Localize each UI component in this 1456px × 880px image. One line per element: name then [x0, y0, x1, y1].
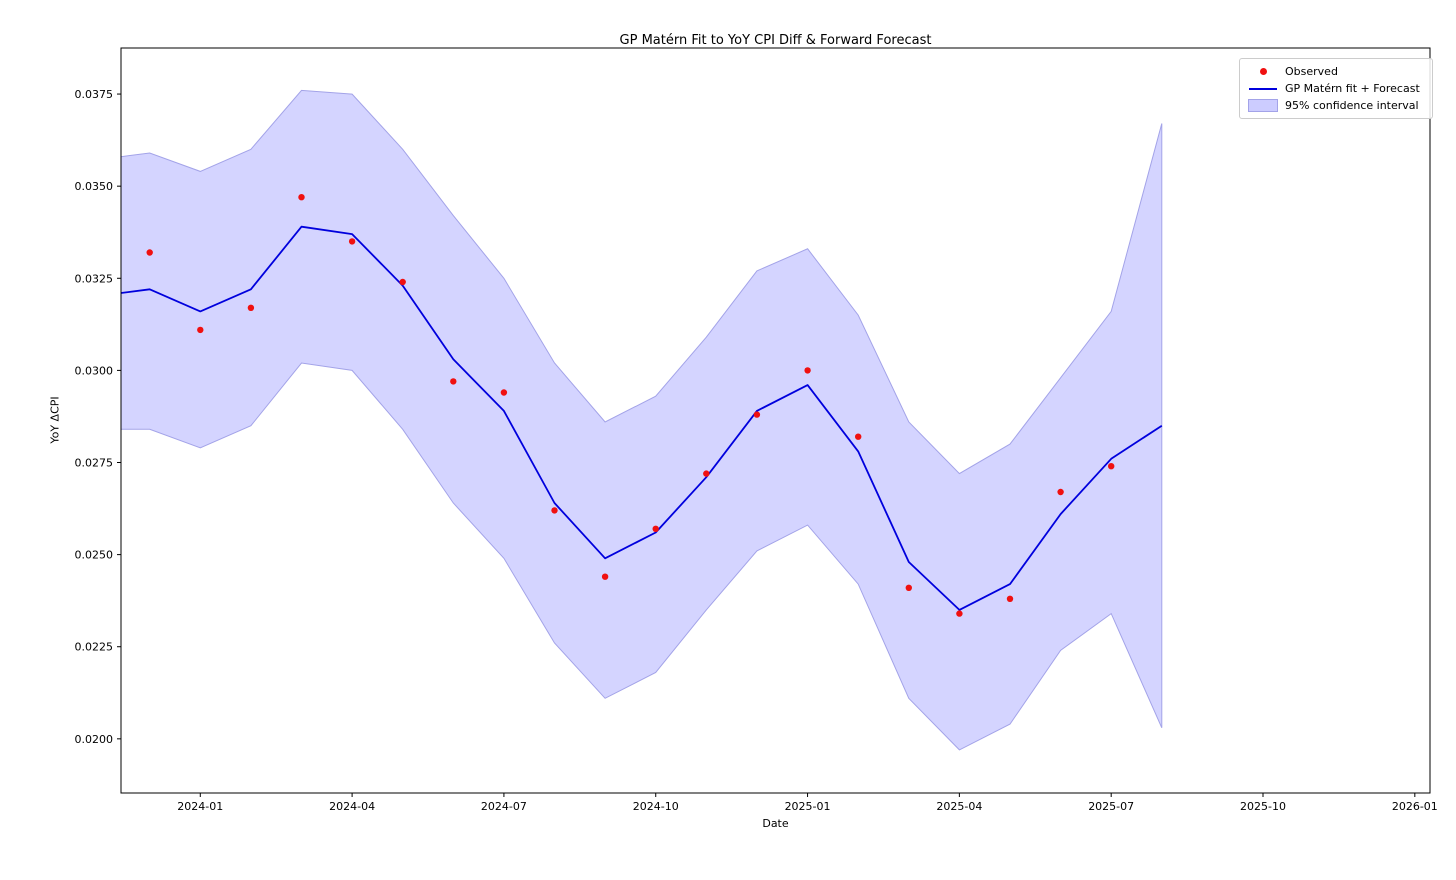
y-tick-label: 0.0375 — [75, 88, 114, 101]
x-tick-label: 2025-01 — [785, 800, 831, 813]
chart-title: GP Matérn Fit to YoY CPI Diff & Forward … — [619, 33, 932, 48]
observed-point — [855, 433, 862, 440]
y-tick-label: 0.0275 — [75, 457, 114, 470]
axes-spines — [120, 47, 1431, 794]
legend: Observed GP Matérn fit + Forecast 95% co… — [1239, 58, 1433, 119]
observed-point — [399, 278, 406, 286]
y-tick-label: 0.0225 — [75, 641, 114, 654]
legend-label-ci: 95% confidence interval — [1285, 99, 1419, 112]
x-tick-label: 2025-07 — [1088, 800, 1134, 813]
observed-point — [1006, 595, 1014, 602]
observed-point — [298, 194, 305, 201]
observed-point — [500, 389, 508, 396]
observed-point — [905, 584, 912, 591]
observed-point — [753, 411, 761, 418]
y-tick-label: 0.0350 — [75, 180, 114, 193]
legend-label-fit: GP Matérn fit + Forecast — [1285, 82, 1420, 95]
y-tick-label: 0.0250 — [75, 549, 114, 562]
observed-point — [247, 304, 255, 311]
x-tick-label: 2024-10 — [633, 800, 679, 813]
observed-point — [146, 249, 153, 256]
legend-item-fit: GP Matérn fit + Forecast — [1247, 80, 1425, 97]
observed-dot-icon — [1247, 68, 1279, 75]
y-tick-label: 0.0325 — [75, 272, 114, 285]
y-tick-label: 0.0200 — [75, 733, 114, 746]
x-axis-label: Date — [762, 817, 789, 830]
observed-point — [601, 573, 609, 580]
observed-point — [450, 378, 457, 385]
observed-point — [652, 525, 659, 532]
observed-point — [703, 470, 710, 477]
observed-point — [1108, 463, 1115, 470]
legend-label-observed: Observed — [1285, 65, 1338, 78]
observed-point — [197, 326, 204, 334]
fit-line-icon — [1247, 87, 1279, 90]
x-tick-label: 2025-10 — [1240, 800, 1286, 813]
x-tick-label: 2025-04 — [936, 800, 982, 813]
y-tick-label: 0.0300 — [75, 364, 114, 377]
legend-item-ci: 95% confidence interval — [1247, 97, 1425, 114]
observed-point — [551, 507, 558, 514]
observed-point — [804, 367, 811, 374]
confidence-band — [120, 89, 1163, 751]
x-tick-label: 2024-07 — [481, 800, 527, 813]
x-tick-label: 2024-04 — [329, 800, 375, 813]
x-tick-label: 2024-01 — [177, 800, 223, 813]
observed-point — [956, 610, 963, 617]
x-tick-label: 2026-01 — [1392, 800, 1438, 813]
ci-patch-icon — [1247, 99, 1279, 112]
observed-point — [1057, 488, 1064, 496]
legend-item-observed: Observed — [1247, 63, 1425, 80]
fit-forecast-line — [120, 225, 1163, 611]
observed-point — [348, 238, 356, 245]
